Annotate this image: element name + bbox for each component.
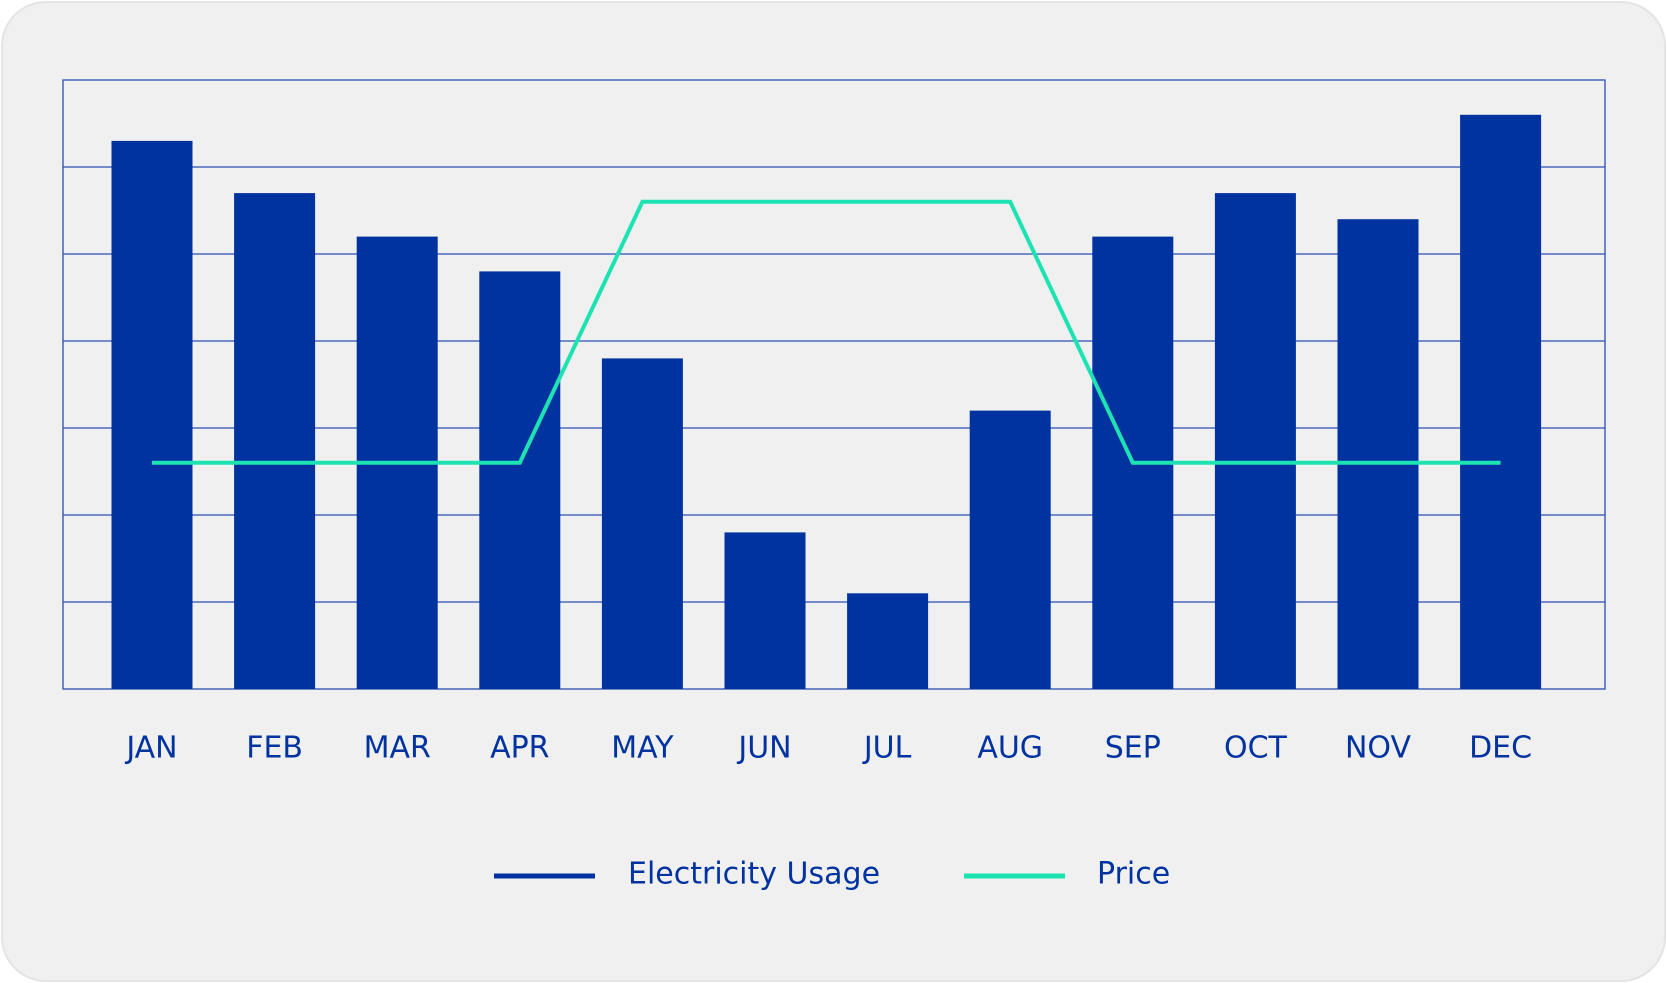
x-tick-label: APR: [490, 731, 549, 766]
bar: [111, 140, 193, 689]
bar: [969, 410, 1051, 689]
x-tick-label: SEP: [1105, 731, 1161, 766]
x-tick-label: OCT: [1224, 731, 1288, 766]
price-line: [152, 199, 1501, 465]
bar: [601, 358, 683, 689]
x-tick-label: JUL: [862, 731, 912, 766]
bar: [724, 532, 806, 689]
x-tick-label: NOV: [1345, 731, 1412, 766]
x-tick-label: AUG: [977, 731, 1043, 766]
legend-label: Price: [1097, 857, 1170, 892]
bar: [234, 193, 316, 689]
x-tick-label: MAY: [611, 731, 674, 766]
bar: [1460, 114, 1542, 690]
bar: [1214, 193, 1296, 689]
plot-frame: [62, 79, 1606, 690]
bar: [479, 271, 561, 689]
x-tick-label: JAN: [124, 731, 177, 766]
x-tick-label: FEB: [246, 731, 303, 766]
bar: [847, 593, 929, 689]
x-tick-label: MAR: [364, 731, 431, 766]
x-tick-label: JUN: [736, 731, 791, 766]
bar: [1337, 219, 1419, 689]
legend-label: Electricity Usage: [628, 857, 880, 892]
x-tick-label: DEC: [1469, 731, 1532, 766]
